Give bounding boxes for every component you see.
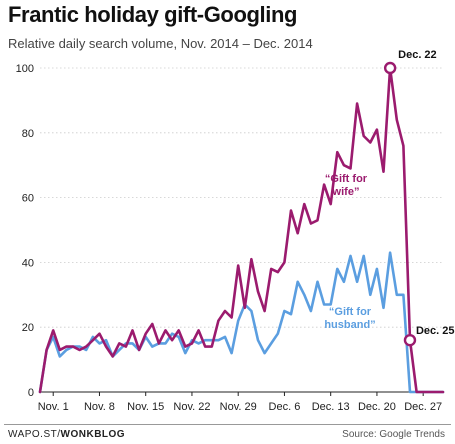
- annotation-marker: [383, 61, 397, 75]
- x-tick-label: Nov. 1: [38, 401, 69, 413]
- chart-title: Frantic holiday gift-Googling: [8, 2, 298, 27]
- footer: WAPO.ST/WONKBLOG Source: Google Trends: [0, 424, 455, 444]
- x-tick-label: Nov. 22: [173, 401, 210, 413]
- footer-rule: [4, 424, 451, 425]
- chart-subtitle: Relative daily search volume, Nov. 2014 …: [8, 36, 313, 51]
- annotation-label: Dec. 22: [398, 49, 437, 61]
- x-tick-label: Nov. 8: [84, 401, 115, 413]
- y-tick-label: 100: [16, 63, 34, 75]
- series-label-husband: husband”: [324, 319, 375, 331]
- line-chart: 0 20 40 60 80 100 Nov. 1 Nov. 8 Nov. 15 Nov. 22 No…: [16, 49, 455, 413]
- series-line-husband: [38, 251, 445, 394]
- annotation-label: Dec. 25: [416, 325, 455, 337]
- series-label-wife: “Gift for: [325, 173, 368, 185]
- series-label-wife: wife”: [332, 186, 360, 198]
- y-tick-label: 0: [28, 387, 34, 399]
- x-tick-label: Dec. 20: [358, 401, 396, 413]
- source-credit: Source: Google Trends: [342, 429, 445, 440]
- brand-prefix: WAPO.ST/: [8, 429, 61, 440]
- series-label-husband: “Gift for: [329, 306, 372, 318]
- x-tick-label: Dec. 6: [269, 401, 301, 413]
- annotation-marker: [403, 333, 417, 347]
- y-tick-label: 80: [22, 128, 34, 140]
- series-line-wife: [38, 66, 445, 394]
- y-tick-label: 40: [22, 257, 34, 269]
- x-tick-label: Dec. 13: [312, 401, 350, 413]
- y-tick-label: 20: [22, 322, 34, 334]
- x-tick-label: Nov. 29: [220, 401, 257, 413]
- brand-name: WONKBLOG: [60, 429, 126, 440]
- x-tick-label: Nov. 15: [127, 401, 164, 413]
- y-tick-label: 60: [22, 193, 34, 205]
- brand-credit: WAPO.ST/WONKBLOG: [8, 429, 125, 440]
- x-tick-label: Dec. 27: [404, 401, 442, 413]
